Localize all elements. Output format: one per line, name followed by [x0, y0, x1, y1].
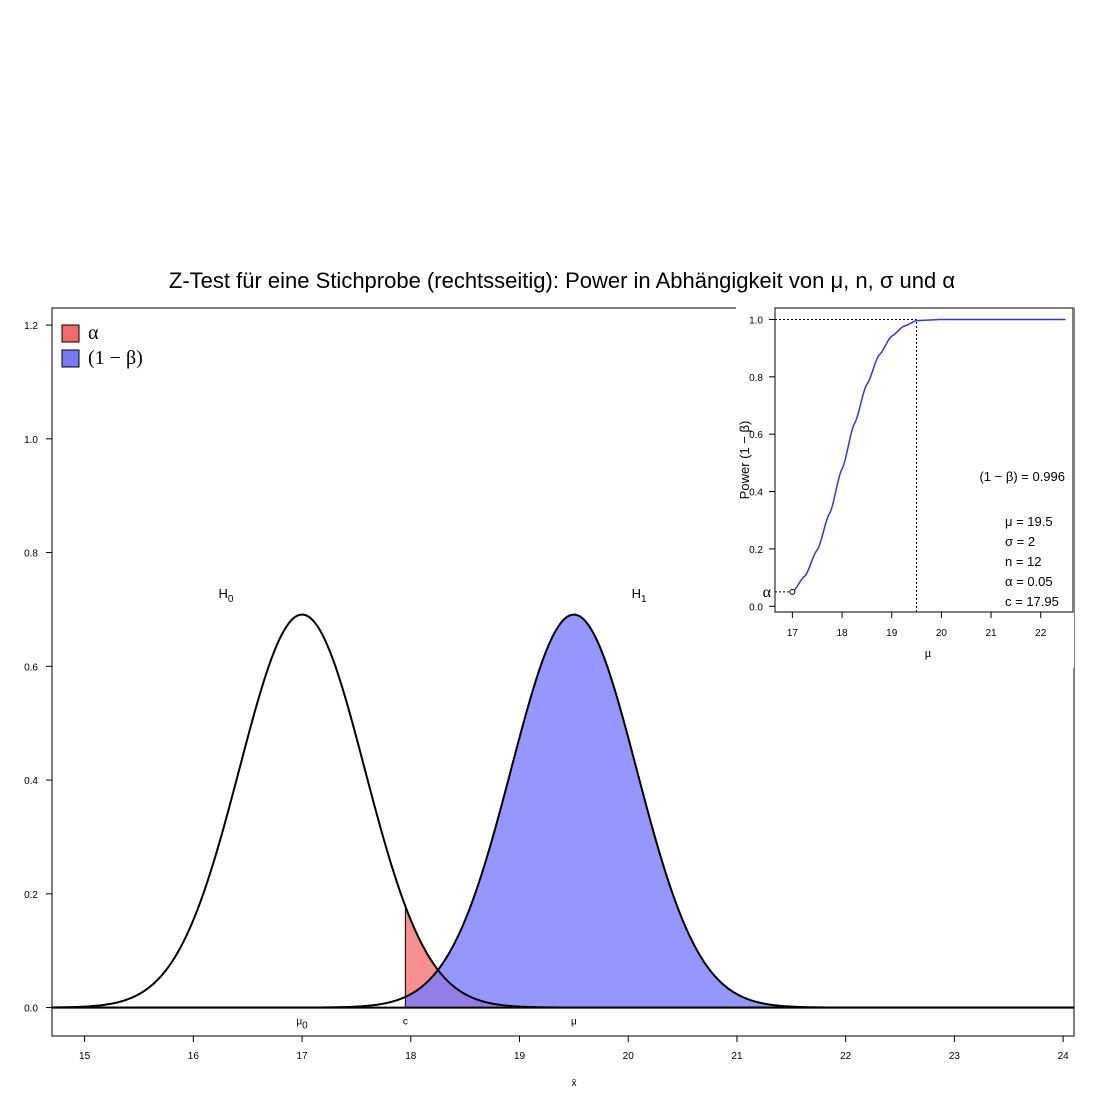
y-tick-label: 0.0: [24, 1004, 38, 1015]
x-marker-c: c: [403, 1017, 408, 1028]
param-sigma: σ = 2: [1005, 534, 1035, 549]
y-tick-label: 1.0: [24, 435, 38, 446]
inset-annotations: (1 − β) = 0.996 μ = 19.5 σ = 2 n = 12 α = 0.…: [979, 469, 1065, 609]
shaded-regions: [404, 614, 1075, 1008]
inset-background: [736, 304, 1074, 668]
inset-x-tick-label: 20: [936, 628, 948, 639]
param-c: c = 17.95: [1005, 594, 1059, 609]
inset-y-tick-label: 0.2: [749, 545, 763, 556]
x-tick-label: 23: [949, 1051, 961, 1062]
inset-x-tick-label: 21: [985, 628, 997, 639]
x-marker-mu0: μ0: [296, 1017, 308, 1032]
y-tick-label: 1.2: [24, 321, 38, 332]
power-inset: 17 18 19 20 21 22 0.0 0.2 0.4 0.6 0.8 1.0 μ Power (1 …: [736, 304, 1074, 668]
y-tick-label: 0.6: [24, 662, 38, 673]
curve-label-h0: H0: [218, 586, 233, 605]
inset-y-tick-label: 1.0: [749, 315, 763, 326]
power-curve-line: [791, 318, 1066, 593]
inset-axes: 17 18 19 20 21 22 0.0 0.2 0.4 0.6 0.8 1.0 μ Power (1 …: [737, 307, 1074, 660]
power-value-annotation: (1 − β) = 0.996: [979, 469, 1065, 484]
inset-y-tick-label: 0.0: [749, 602, 763, 613]
x-tick-label: 18: [405, 1051, 417, 1062]
inset-y-tick-label: 0.6: [749, 430, 763, 441]
legend: α (1 − β): [61, 322, 143, 369]
y-tick-label: 0.8: [24, 549, 38, 560]
main-axes: 15 16 17 18 19 20 21 22 23 24 0.0 0.2 0.4 0.6 0.8 1.0 1.…: [24, 307, 1075, 1089]
plot-frame: [51, 307, 1075, 1037]
inset-x-tick-label: 22: [1035, 628, 1047, 639]
legend-swatch-1: [61, 349, 80, 368]
x-tick-label: 20: [623, 1051, 635, 1062]
main-labels: H0 H1 μ0 c μ: [218, 586, 647, 1032]
x-tick-label: 24: [1058, 1051, 1070, 1062]
legend-swatch-0: [61, 324, 80, 343]
shaded-region-power: [405, 614, 1075, 1008]
param-n: n = 12: [1005, 554, 1042, 569]
inset-y-axis-label: Power (1 − β): [737, 421, 752, 500]
x-axis-label: x̄: [572, 1078, 577, 1089]
legend-label-1: (1 − β): [88, 347, 143, 369]
x-tick-label: 15: [79, 1051, 91, 1062]
x-tick-label: 22: [840, 1051, 852, 1062]
main-plot: 15 16 17 18 19 20 21 22 23 24 0.0 0.2 0.4 0.6 0.8 1.0 1.…: [24, 307, 1075, 1089]
curve-label-h1: H1: [632, 586, 647, 605]
legend-label-0: α: [88, 322, 99, 344]
density-curves: [51, 613, 1074, 1009]
inset-x-tick-label: 17: [787, 628, 799, 639]
x-tick-label: 17: [297, 1051, 309, 1062]
inset-x-axis-label: μ: [925, 645, 932, 660]
y-tick-label: 0.4: [24, 776, 38, 787]
param-mu: μ = 19.5: [1005, 514, 1053, 529]
inset-frame: [774, 307, 1074, 613]
x-tick-label: 19: [514, 1051, 526, 1062]
inset-y-tick-label: 0.4: [749, 488, 763, 499]
alpha-point: [789, 588, 796, 595]
x-tick-label: 16: [188, 1051, 200, 1062]
x-tick-label: 21: [731, 1051, 743, 1062]
inset-x-tick-label: 18: [836, 628, 848, 639]
inset-y-tick-label: 0.8: [749, 373, 763, 384]
power-curve: α: [763, 318, 1066, 612]
inset-x-tick-label: 19: [886, 628, 898, 639]
inset-alpha-label: α: [763, 584, 772, 601]
x-marker-mu: μ: [571, 1017, 577, 1028]
y-tick-label: 0.2: [24, 890, 38, 901]
param-alpha: α = 0.05: [1005, 574, 1053, 589]
chart-title: Z-Test für eine Stichprobe (rechtsseitig…: [169, 268, 955, 293]
